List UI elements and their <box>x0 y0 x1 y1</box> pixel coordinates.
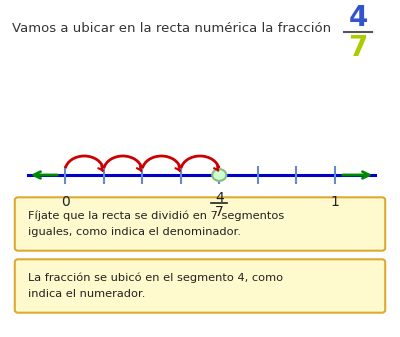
Text: 4: 4 <box>215 191 224 205</box>
FancyBboxPatch shape <box>15 197 385 251</box>
Text: Vamos a ubicar en la recta numérica la fracción: Vamos a ubicar en la recta numérica la f… <box>12 22 331 34</box>
Text: 1: 1 <box>330 195 340 209</box>
FancyBboxPatch shape <box>15 259 385 313</box>
Text: 7: 7 <box>215 205 224 219</box>
Text: Fíjate que la recta se dividió en 7 segmentos: Fíjate que la recta se dividió en 7 segm… <box>28 211 284 221</box>
Text: 0: 0 <box>61 195 69 209</box>
Circle shape <box>212 169 226 181</box>
Text: La fracción se ubicó en el segmento 4, como: La fracción se ubicó en el segmento 4, c… <box>28 273 283 283</box>
Text: indica el numerador.: indica el numerador. <box>28 289 145 299</box>
Text: iguales, como indica el denominador.: iguales, como indica el denominador. <box>28 227 241 237</box>
Text: 4: 4 <box>348 4 368 32</box>
Text: 7: 7 <box>348 34 368 62</box>
